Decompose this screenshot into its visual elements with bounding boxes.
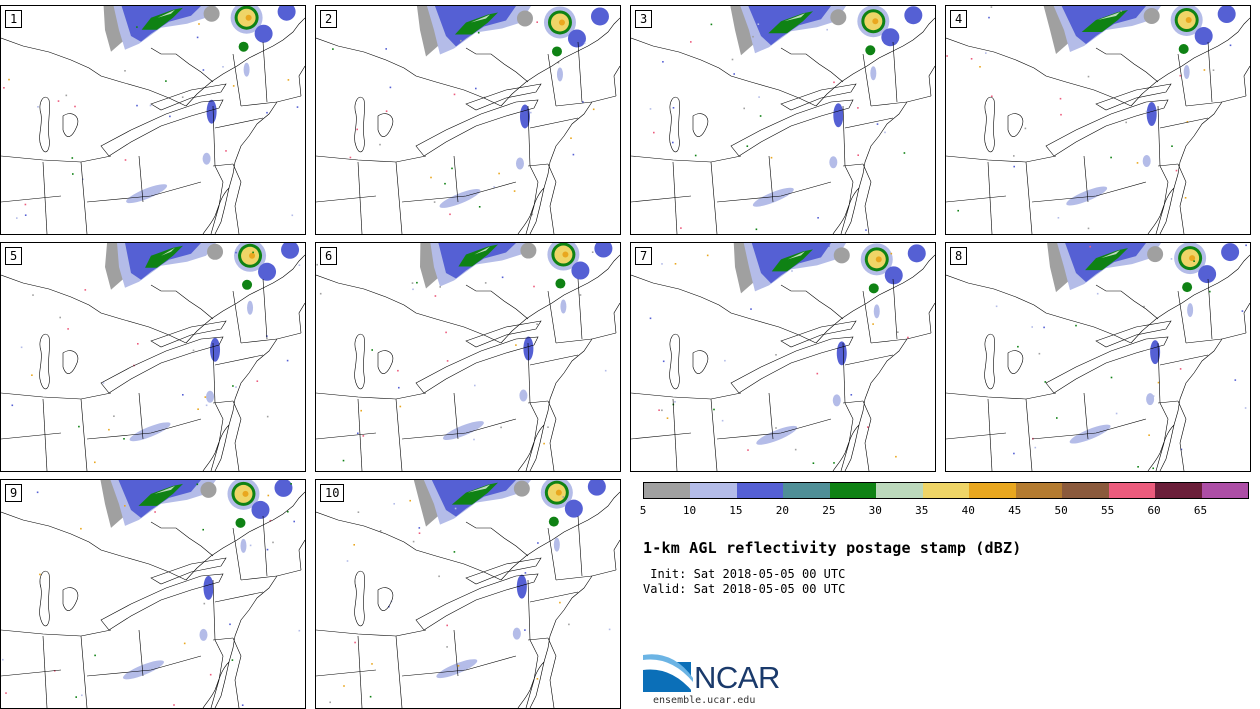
map-panel-7: 7 xyxy=(630,242,936,472)
map-panel-2: 2 xyxy=(315,5,621,235)
colorbar-ticks: 5 10 15 20 25 30 35 40 45 50 55 60 65 xyxy=(639,504,1247,518)
colorbar-segment-4 xyxy=(829,483,877,498)
colorbar-tick: 10 xyxy=(682,504,697,517)
init-time: Init: Sat 2018-05-05 00 UTC xyxy=(643,567,845,581)
colorbar-segment-0 xyxy=(644,483,691,498)
reflectivity-colorbar xyxy=(643,482,1249,499)
colorbar-tick: 25 xyxy=(822,504,836,517)
reflectivity-map xyxy=(1,243,305,471)
chart-title: 1-km AGL reflectivity postage stamp (dBZ… xyxy=(643,539,1022,557)
colorbar-segment-7 xyxy=(969,483,1016,498)
colorbar-tick: 55 xyxy=(1100,504,1115,517)
colorbar-segment-1 xyxy=(690,483,737,498)
colorbar-tick: 50 xyxy=(1054,504,1068,517)
colorbar-segment-3 xyxy=(783,483,830,498)
ncar-logo-icon xyxy=(643,654,693,692)
member-label: 6 xyxy=(320,247,338,265)
reflectivity-map xyxy=(946,243,1250,471)
colorbar-segment-9 xyxy=(1062,483,1109,498)
colorbar-segment-5 xyxy=(876,483,923,498)
reflectivity-map xyxy=(1,6,305,234)
colorbar-tick: 5 xyxy=(639,504,647,517)
member-label: 9 xyxy=(5,484,23,502)
init-value: Sat 2018-05-05 00 UTC xyxy=(693,567,846,581)
colorbar-segment-10 xyxy=(1108,483,1156,498)
init-label: Init: xyxy=(643,567,687,581)
member-label: 7 xyxy=(635,247,653,265)
reflectivity-map xyxy=(316,243,620,471)
map-panel-9: 9 xyxy=(0,479,306,709)
reflectivity-map xyxy=(1,480,305,708)
member-label: 1 xyxy=(5,10,23,28)
reflectivity-map xyxy=(316,6,620,234)
colorbar-tick: 45 xyxy=(1008,504,1022,517)
colorbar-segment-8 xyxy=(1015,483,1063,498)
logo-text: NCAR xyxy=(694,660,780,695)
map-panel-1: 1 xyxy=(0,5,306,235)
member-label: 4 xyxy=(950,10,968,28)
colorbar-tick: 20 xyxy=(775,504,789,517)
colorbar-segment-6 xyxy=(922,483,970,498)
member-label: 3 xyxy=(635,10,653,28)
map-panel-5: 5 xyxy=(0,242,306,472)
member-label: 5 xyxy=(5,247,23,265)
colorbar-segment-2 xyxy=(736,483,784,498)
colorbar-tick: 40 xyxy=(961,504,975,517)
map-panel-10: 10 xyxy=(315,479,621,709)
colorbar-tick: 60 xyxy=(1147,504,1161,517)
map-panel-3: 3 xyxy=(630,5,936,235)
reflectivity-map xyxy=(946,6,1250,234)
colorbar-tick: 30 xyxy=(868,504,882,517)
reflectivity-map xyxy=(631,6,935,234)
valid-value: Sat 2018-05-05 00 UTC xyxy=(693,582,846,596)
colorbar-tick: 65 xyxy=(1193,504,1208,517)
colorbar-segment-12 xyxy=(1201,483,1249,498)
valid-label: Valid: xyxy=(643,582,687,596)
member-label: 2 xyxy=(320,10,338,28)
map-panel-4: 4 xyxy=(945,5,1251,235)
colorbar-tick: 15 xyxy=(729,504,743,517)
reflectivity-map xyxy=(631,243,935,471)
map-panel-6: 6 xyxy=(315,242,621,472)
site-url: ensemble.ucar.edu xyxy=(653,695,756,706)
colorbar-segment-11 xyxy=(1155,483,1202,498)
member-label: 10 xyxy=(320,484,345,502)
valid-time: Valid: Sat 2018-05-05 00 UTC xyxy=(643,582,845,596)
member-label: 8 xyxy=(950,247,968,265)
reflectivity-map xyxy=(316,480,620,708)
map-panel-8: 8 xyxy=(945,242,1251,472)
colorbar-tick: 35 xyxy=(915,504,929,517)
